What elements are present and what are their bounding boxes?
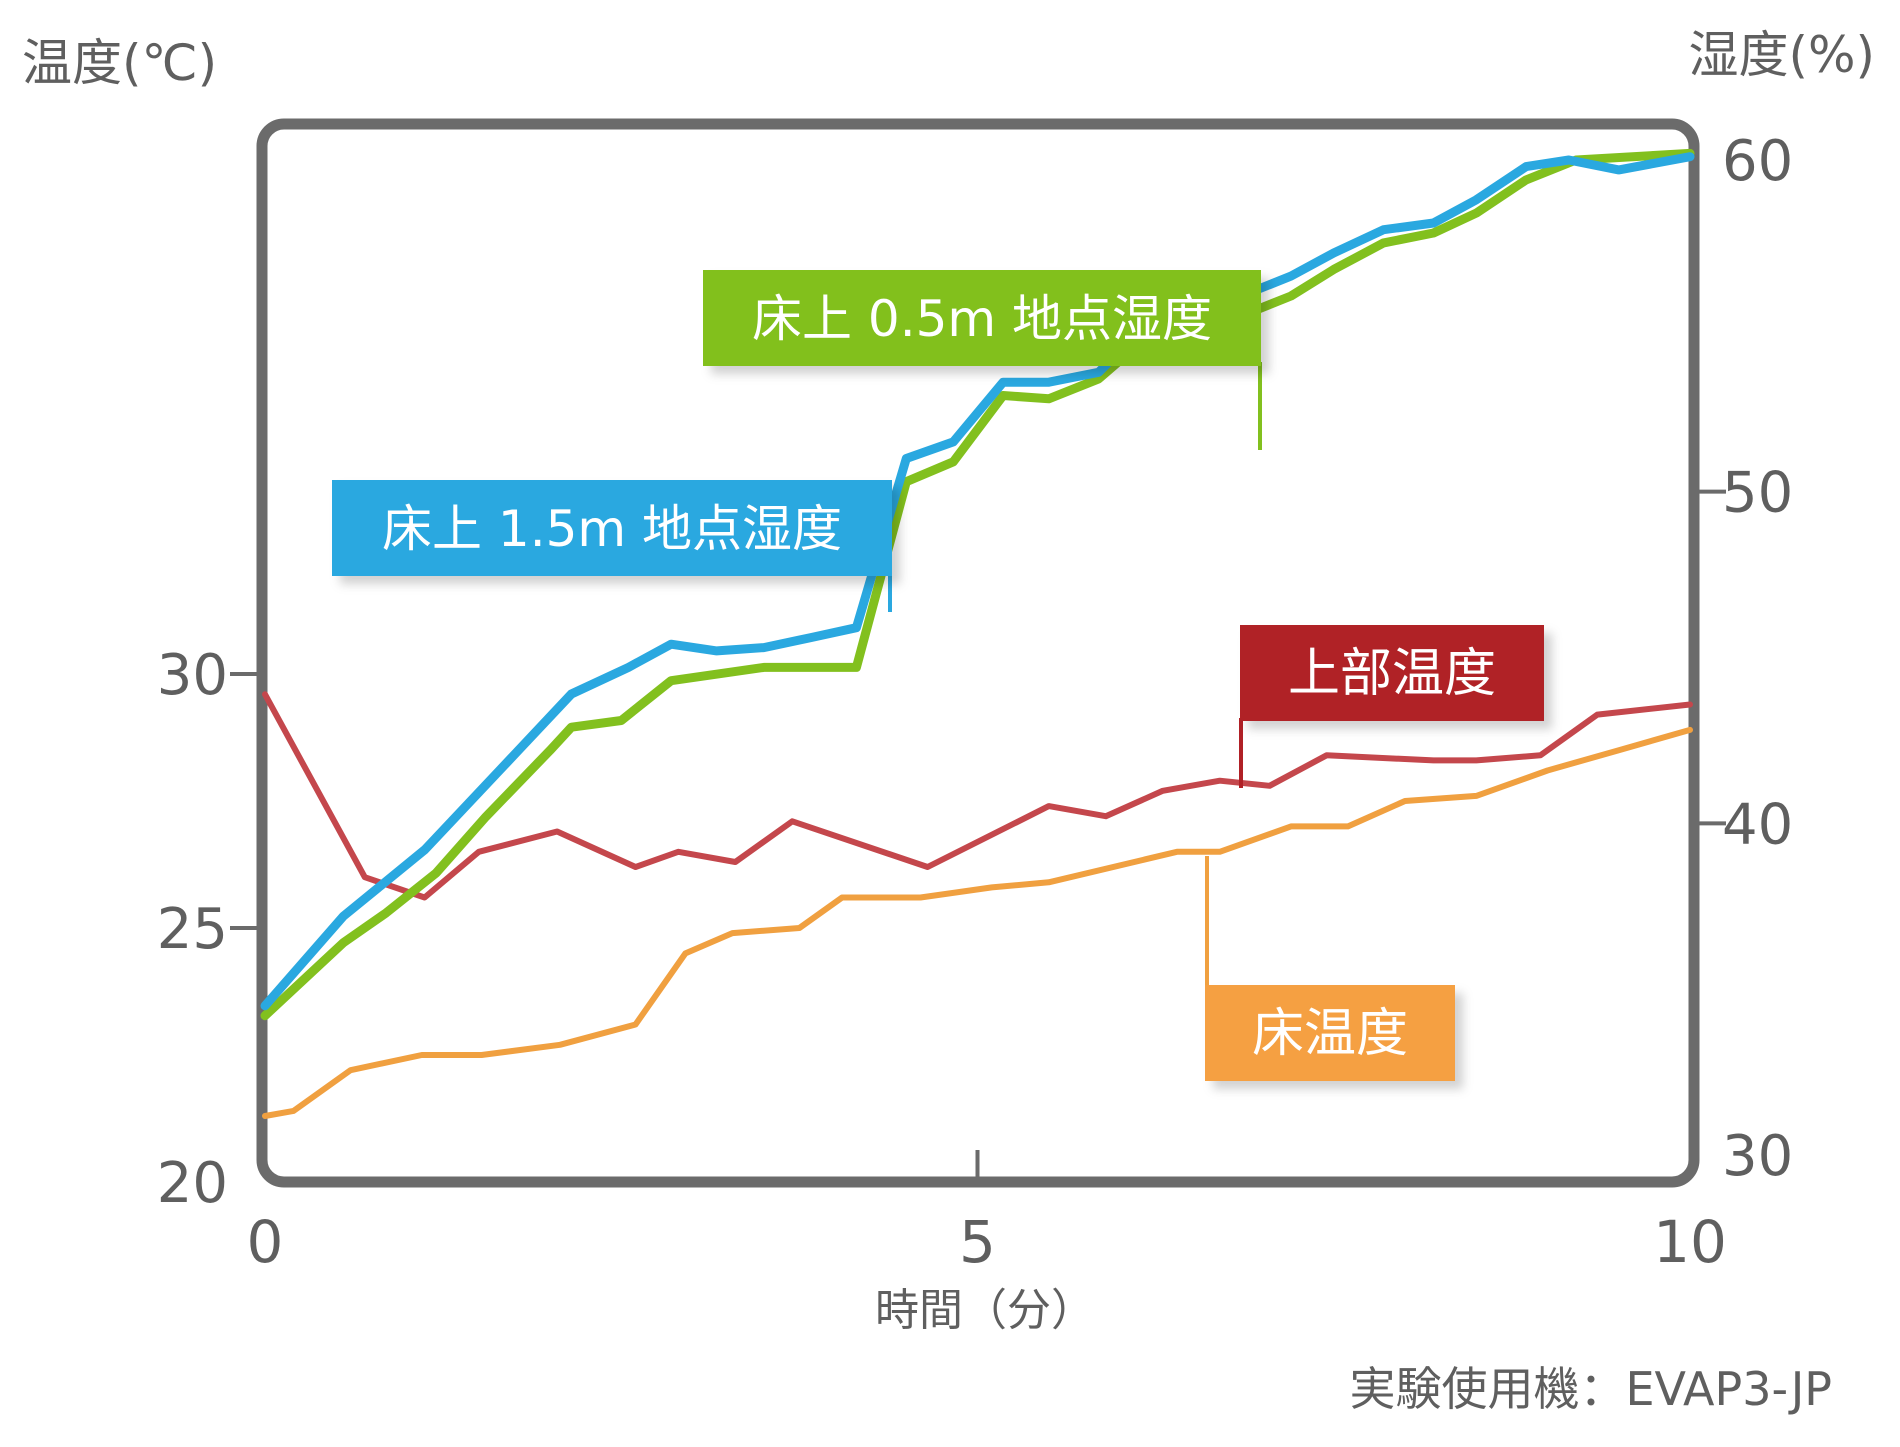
y-right-tick-label: 40: [1722, 792, 1793, 857]
callout-humidity-15-box: [332, 480, 892, 576]
y-left-tick-label: 25: [157, 897, 228, 962]
y-right-axis-title: 湿度(%): [1688, 26, 1875, 84]
callout-upper-temp-box: [1240, 625, 1544, 721]
x-tick-label: 10: [1653, 1208, 1727, 1276]
callout-humidity-15: 床上 1.5m 地点湿度: [332, 480, 892, 576]
line-floor-temp: [262, 726, 1693, 1119]
line-upper-temp: [262, 691, 1693, 901]
series-lines: [260, 148, 1695, 1119]
x-tick-label: 5: [959, 1208, 996, 1276]
y-left-tick-labels: 20 25 30: [157, 643, 228, 1216]
y-left-tick-label: 30: [157, 643, 228, 708]
x-axis-title: 時間（分）: [875, 1285, 1095, 1336]
line-humidity-05m: [260, 148, 1695, 1021]
callout-upper-temp: 上部温度: [1240, 625, 1544, 721]
callout-humidity-05-box: [703, 270, 1261, 366]
line-humidity-15m: [260, 152, 1695, 1011]
callout-floor-temp-label: 床温度: [1252, 1004, 1408, 1064]
footnote: 実験使用機：EVAP3-JP: [1349, 1362, 1832, 1416]
tick-marks: [230, 489, 1726, 1182]
y-right-tick-label: 60: [1722, 129, 1793, 194]
callout-humidity-05: 床上 0.5m 地点湿度: [703, 270, 1261, 366]
y-right-tick-label: 50: [1722, 461, 1793, 526]
y-right-tick-labels: 30 40 50 60: [1722, 129, 1793, 1189]
callout-floor-temp: 床温度: [1205, 985, 1455, 1081]
callout-humidity-05-label: 床上 0.5m 地点湿度: [752, 290, 1212, 348]
y-left-axis-title: 温度(℃): [22, 34, 217, 92]
y-left-tick-label: 20: [157, 1151, 228, 1216]
y-right-tick-label: 30: [1722, 1124, 1793, 1189]
callout-upper-temp-label: 上部温度: [1288, 644, 1496, 704]
callout-humidity-15-label: 床上 1.5m 地点湿度: [382, 500, 842, 558]
x-tick-label: 0: [247, 1208, 284, 1276]
x-tick-labels: 0 5 10: [247, 1208, 1727, 1276]
callout-floor-temp-box: [1205, 985, 1455, 1081]
